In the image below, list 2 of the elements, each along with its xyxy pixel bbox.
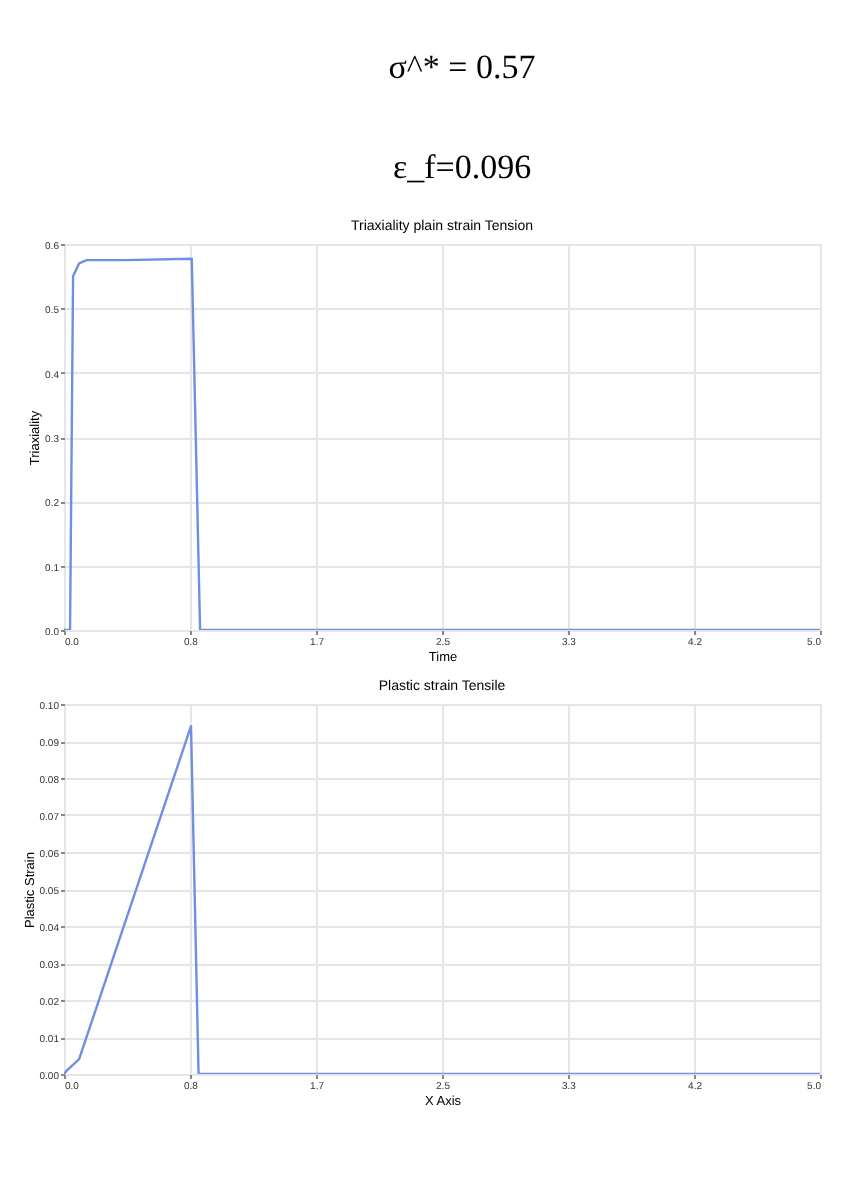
text: ε_f=0.096 — [392, 148, 532, 186]
text: σ^* = 0.57 — [388, 48, 537, 86]
